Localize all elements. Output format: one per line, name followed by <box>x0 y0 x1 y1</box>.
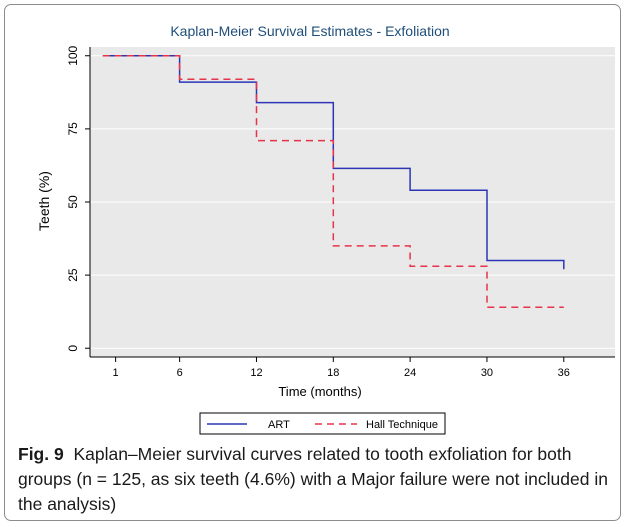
legend: ART Hall Technique <box>199 412 446 435</box>
y-tick-label-100: 100 <box>66 45 80 65</box>
legend-box <box>199 412 446 435</box>
km-survival-chart: Kaplan-Meier Survival Estimates - Exfoli… <box>36 23 615 435</box>
legend-label-hall-technique: Hall Technique <box>366 419 438 431</box>
figure-label: Fig. 9 <box>18 444 64 464</box>
grid-lines <box>90 55 615 349</box>
figure-caption-text: Kaplan–Meier survival curves related to … <box>18 444 608 514</box>
x-axis-label: Time (months) <box>278 384 361 399</box>
x-tick-label-18: 18 <box>327 367 339 379</box>
y-tick-label-75: 75 <box>66 122 80 136</box>
axes: 0 25 50 75 100 1 6 12 18 24 30 36 <box>66 45 615 379</box>
figure-caption: Fig. 9 Kaplan–Meier survival curves rela… <box>18 442 614 517</box>
y-tick-label-0: 0 <box>66 345 80 352</box>
x-tick-label-36: 36 <box>558 367 570 379</box>
y-axis-label: Teeth (%) <box>36 171 52 231</box>
x-tick-label-24: 24 <box>404 367 416 379</box>
series-line-art <box>102 55 565 270</box>
x-tick-label-1: 1 <box>113 367 119 379</box>
chart-title: Kaplan-Meier Survival Estimates - Exfoli… <box>170 23 449 39</box>
y-tick-label-25: 25 <box>66 268 80 282</box>
figure-frame: Kaplan-Meier Survival Estimates - Exfoli… <box>4 4 621 521</box>
legend-label-art: ART <box>268 419 290 431</box>
survival-curves <box>102 55 565 309</box>
x-tick-label-12: 12 <box>250 367 262 379</box>
y-tick-label-50: 50 <box>66 195 80 209</box>
x-tick-label-30: 30 <box>481 367 493 379</box>
x-tick-label-6: 6 <box>177 367 183 379</box>
series-line-hall-technique <box>102 55 564 309</box>
